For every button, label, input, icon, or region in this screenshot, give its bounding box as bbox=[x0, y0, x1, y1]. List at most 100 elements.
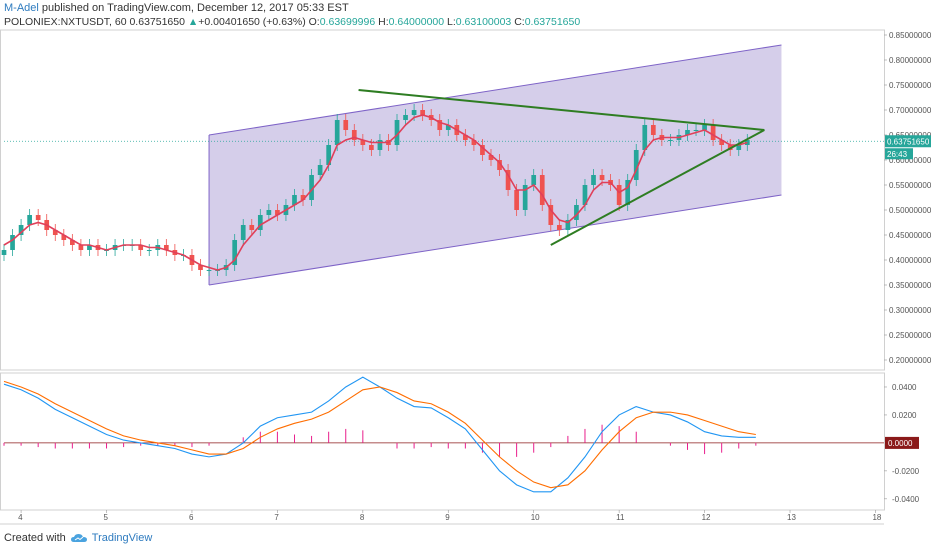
candle-body bbox=[249, 225, 255, 230]
candle-body bbox=[531, 175, 537, 185]
countdown-label-bg bbox=[885, 148, 913, 160]
candle-body bbox=[437, 120, 443, 130]
candle-body bbox=[625, 180, 631, 205]
price-tick-label: 0.80000000 bbox=[889, 56, 932, 65]
candle-body bbox=[471, 140, 477, 145]
candle-body bbox=[351, 130, 357, 140]
time-tick-label: 8 bbox=[360, 513, 365, 522]
symbol-label[interactable]: POLONIEX:NXTUSDT, 60 bbox=[4, 16, 127, 28]
candle-body bbox=[565, 220, 571, 230]
price-panel-frame bbox=[0, 29, 885, 371]
last-price: 0.63751650 bbox=[129, 16, 185, 28]
candle-body bbox=[146, 250, 152, 251]
channel-lower-line bbox=[208, 194, 782, 286]
candle-body bbox=[480, 145, 485, 155]
candle-body bbox=[266, 210, 272, 215]
price-tick-label: 0.50000000 bbox=[889, 206, 932, 215]
candle-body bbox=[420, 110, 425, 115]
low-value: 0.63100003 bbox=[455, 16, 512, 28]
macd-tick-label: -0.0200 bbox=[892, 467, 920, 476]
candle-body bbox=[693, 130, 699, 131]
candle-body bbox=[309, 175, 314, 200]
candle-body bbox=[334, 120, 340, 145]
author-link[interactable]: M-Adel bbox=[4, 2, 39, 14]
countdown-label: 26:43 bbox=[887, 150, 908, 159]
price-tick-label: 0.85000000 bbox=[889, 31, 932, 40]
candle-body bbox=[206, 270, 212, 271]
time-tick-label: 13 bbox=[787, 513, 796, 522]
candle-body bbox=[556, 225, 562, 230]
candle-body bbox=[317, 165, 323, 175]
macd-zero-label: 0.0000 bbox=[888, 439, 913, 448]
candle-body bbox=[394, 120, 400, 145]
macd-zero-label-bg bbox=[885, 436, 919, 449]
candle-body bbox=[710, 125, 716, 140]
time-tick-label: 18 bbox=[872, 513, 881, 522]
candle-body bbox=[719, 140, 725, 145]
macd-tick-label: -0.0400 bbox=[892, 495, 920, 504]
published-text: published on TradingView.com, December 1… bbox=[41, 2, 349, 14]
close-value: 0.63751650 bbox=[524, 16, 581, 28]
tradingview-brand[interactable]: TradingView bbox=[91, 532, 153, 544]
candle-body bbox=[300, 195, 306, 200]
macd-line bbox=[3, 376, 756, 493]
created-with-text: Created with bbox=[4, 532, 66, 544]
candle-body bbox=[668, 140, 673, 141]
change-up-icon: ▲ bbox=[187, 16, 199, 28]
candle-body bbox=[642, 125, 648, 150]
candle-body bbox=[240, 225, 246, 240]
candle-body bbox=[514, 190, 519, 210]
candle-body bbox=[27, 215, 32, 225]
candle-body bbox=[275, 210, 280, 215]
price-tick-label: 0.35000000 bbox=[889, 281, 932, 290]
price-tick-label: 0.60000000 bbox=[889, 156, 932, 165]
candle-body bbox=[61, 235, 67, 240]
price-tick-label: 0.20000000 bbox=[889, 356, 932, 365]
candle-body bbox=[633, 150, 639, 180]
time-tick-label: 11 bbox=[616, 513, 625, 522]
candle-body bbox=[377, 140, 383, 150]
footer: Created with TradingView bbox=[4, 532, 152, 544]
candle-body bbox=[1, 250, 7, 255]
time-tick-label: 9 bbox=[445, 513, 450, 522]
price-tick-label: 0.45000000 bbox=[889, 231, 932, 240]
signal-line bbox=[3, 380, 756, 489]
candle-body bbox=[292, 195, 297, 205]
price-tick-label: 0.40000000 bbox=[889, 256, 932, 265]
macd-tick-label: 0.0400 bbox=[892, 383, 917, 392]
ohlc-legend: POLONIEX:NXTUSDT, 60 0.63751650 ▲+0.0040… bbox=[4, 16, 580, 28]
high-value: 0.64000000 bbox=[388, 16, 445, 28]
time-tick-label: 4 bbox=[18, 513, 23, 522]
current-price-label-bg bbox=[885, 135, 931, 148]
candle-body bbox=[548, 205, 554, 225]
channel-upper-line bbox=[208, 44, 782, 136]
candle-body bbox=[369, 145, 374, 150]
candle-body bbox=[736, 145, 742, 150]
time-tick-label: 5 bbox=[104, 513, 109, 522]
candle-body bbox=[18, 225, 24, 235]
candle-body bbox=[505, 170, 511, 190]
candle-body bbox=[591, 175, 596, 185]
tradingview-cloud-icon bbox=[70, 534, 87, 542]
candle-body bbox=[257, 215, 263, 230]
price-tick-label: 0.25000000 bbox=[889, 331, 932, 340]
change-value: +0.00401650 (+0.63%) bbox=[198, 16, 306, 28]
macd-tick-label: 0.0200 bbox=[892, 411, 917, 420]
candle-body bbox=[744, 140, 750, 145]
triangle-upper-trendline bbox=[358, 89, 765, 131]
candle-body bbox=[488, 155, 494, 160]
publisher-line: M-Adel published on TradingView.com, Dec… bbox=[4, 2, 349, 14]
time-tick-label: 7 bbox=[274, 513, 279, 522]
candle-body bbox=[70, 240, 75, 245]
macd-panel-frame bbox=[0, 372, 885, 511]
candle-body bbox=[539, 175, 545, 205]
candle-body bbox=[52, 230, 58, 235]
candle-body bbox=[343, 120, 349, 130]
moving-average-line bbox=[3, 114, 748, 271]
candle-body bbox=[35, 215, 41, 220]
candle-body bbox=[522, 185, 528, 210]
candle-body bbox=[87, 245, 92, 250]
low-label: L: bbox=[447, 16, 456, 28]
triangle-lower-trendline bbox=[550, 129, 765, 246]
